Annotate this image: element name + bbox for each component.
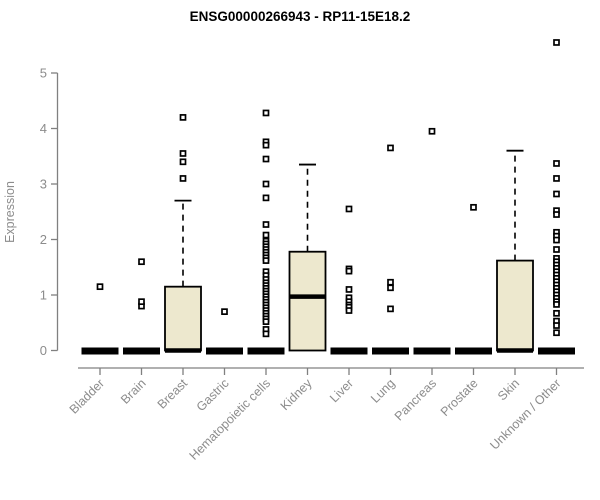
outlier-point-unknown-other bbox=[553, 160, 560, 167]
x-tick-label-pancreas: Pancreas bbox=[392, 376, 439, 423]
outlier-point-hematopoietic-cells bbox=[262, 231, 270, 239]
outlier-point-hematopoietic-cells bbox=[262, 318, 270, 325]
flat-box-liver bbox=[330, 347, 368, 355]
x-tick-label-bladder: Bladder bbox=[67, 376, 107, 416]
outlier-point-lung bbox=[387, 278, 394, 286]
outlier-point-breast bbox=[179, 175, 187, 182]
outlier-point-unknown-other bbox=[553, 211, 560, 218]
outlier-point-hematopoietic-cells bbox=[262, 141, 270, 149]
outlier-point-unknown-other bbox=[553, 39, 560, 46]
outlier-point-lung bbox=[387, 144, 394, 152]
x-tick-label-kidney: Kidney bbox=[278, 376, 315, 413]
flat-box-pancreas bbox=[413, 347, 451, 355]
outlier-point-unknown-other bbox=[553, 175, 560, 182]
outlier-point-liver bbox=[345, 205, 353, 213]
y-tick-label: 0 bbox=[40, 343, 47, 358]
x-tick-label-breast: Breast bbox=[155, 376, 191, 412]
x-tick-label-unknown-other: Unknown / Other bbox=[487, 376, 563, 452]
flat-box-brain bbox=[123, 347, 160, 355]
y-tick-label: 5 bbox=[40, 66, 47, 81]
outlier-point-hematopoietic-cells bbox=[262, 257, 270, 264]
outlier-point-liver bbox=[345, 307, 353, 314]
y-tick-label: 4 bbox=[40, 121, 47, 136]
x-tick-label-liver: Liver bbox=[327, 376, 356, 405]
outlier-point-hematopoietic-cells bbox=[262, 180, 270, 188]
outlier-point-unknown-other bbox=[553, 329, 560, 337]
plot-layer: 0 1 2 3 4 5 Bladder Brain Breast GastricHematopoi… bbox=[40, 39, 584, 463]
x-tick-label-lung: Lung bbox=[368, 376, 398, 406]
x-tick-label-prostate: Prostate bbox=[438, 376, 481, 419]
outlier-point-breast bbox=[179, 158, 187, 166]
outlier-point-lung bbox=[387, 305, 394, 313]
outlier-point-unknown-other bbox=[553, 322, 560, 329]
chart-title: ENSG00000266943 - RP11-15E18.2 bbox=[190, 9, 411, 24]
y-axis-title: Expression bbox=[3, 181, 17, 243]
outlier-point-unknown-other bbox=[553, 190, 560, 198]
outlier-point-unknown-other bbox=[553, 301, 560, 308]
outlier-point-liver bbox=[345, 286, 353, 293]
outlier-point-lung bbox=[387, 284, 394, 292]
outlier-point-bladder bbox=[96, 283, 104, 291]
x-tick-label-brain: Brain bbox=[118, 376, 149, 407]
flat-box-hematopoietic-cells bbox=[247, 347, 285, 355]
outlier-point-hematopoietic-cells bbox=[262, 194, 270, 202]
box-skin bbox=[496, 259, 534, 352]
x-tick-label-hematopoietic-cells: Hematopoietic cells bbox=[187, 376, 274, 463]
outlier-point-unknown-other bbox=[553, 246, 560, 253]
outlier-point-brain bbox=[138, 298, 145, 306]
outlier-point-hematopoietic-cells bbox=[262, 109, 270, 117]
outlier-point-prostate bbox=[470, 203, 477, 211]
x-tick-label-skin: Skin bbox=[495, 376, 522, 403]
flat-box-bladder bbox=[81, 347, 119, 355]
flat-box-gastric bbox=[206, 347, 243, 355]
box-kidney bbox=[288, 250, 327, 352]
outlier-point-brain bbox=[138, 258, 145, 266]
outlier-point-unknown-other bbox=[553, 236, 560, 244]
outlier-point-breast bbox=[179, 150, 187, 157]
flat-box-lung bbox=[372, 347, 409, 355]
y-tick-label: 3 bbox=[40, 177, 47, 192]
outlier-point-gastric bbox=[221, 308, 228, 315]
flat-box-unknown-other bbox=[538, 347, 575, 355]
x-tick-label-gastric: Gastric bbox=[194, 376, 232, 414]
flat-box-prostate bbox=[455, 347, 492, 355]
outlier-point-hematopoietic-cells bbox=[262, 155, 270, 163]
box-breast bbox=[164, 285, 202, 352]
outlier-point-hematopoietic-cells bbox=[262, 221, 270, 228]
outlier-point-unknown-other bbox=[553, 309, 560, 317]
y-tick-label: 2 bbox=[40, 232, 47, 247]
y-tick-label: 1 bbox=[40, 288, 47, 303]
outlier-point-breast bbox=[179, 114, 187, 121]
outlier-point-hematopoietic-cells bbox=[262, 330, 270, 338]
outlier-point-pancreas bbox=[428, 127, 436, 135]
outlier-point-liver bbox=[345, 267, 353, 275]
